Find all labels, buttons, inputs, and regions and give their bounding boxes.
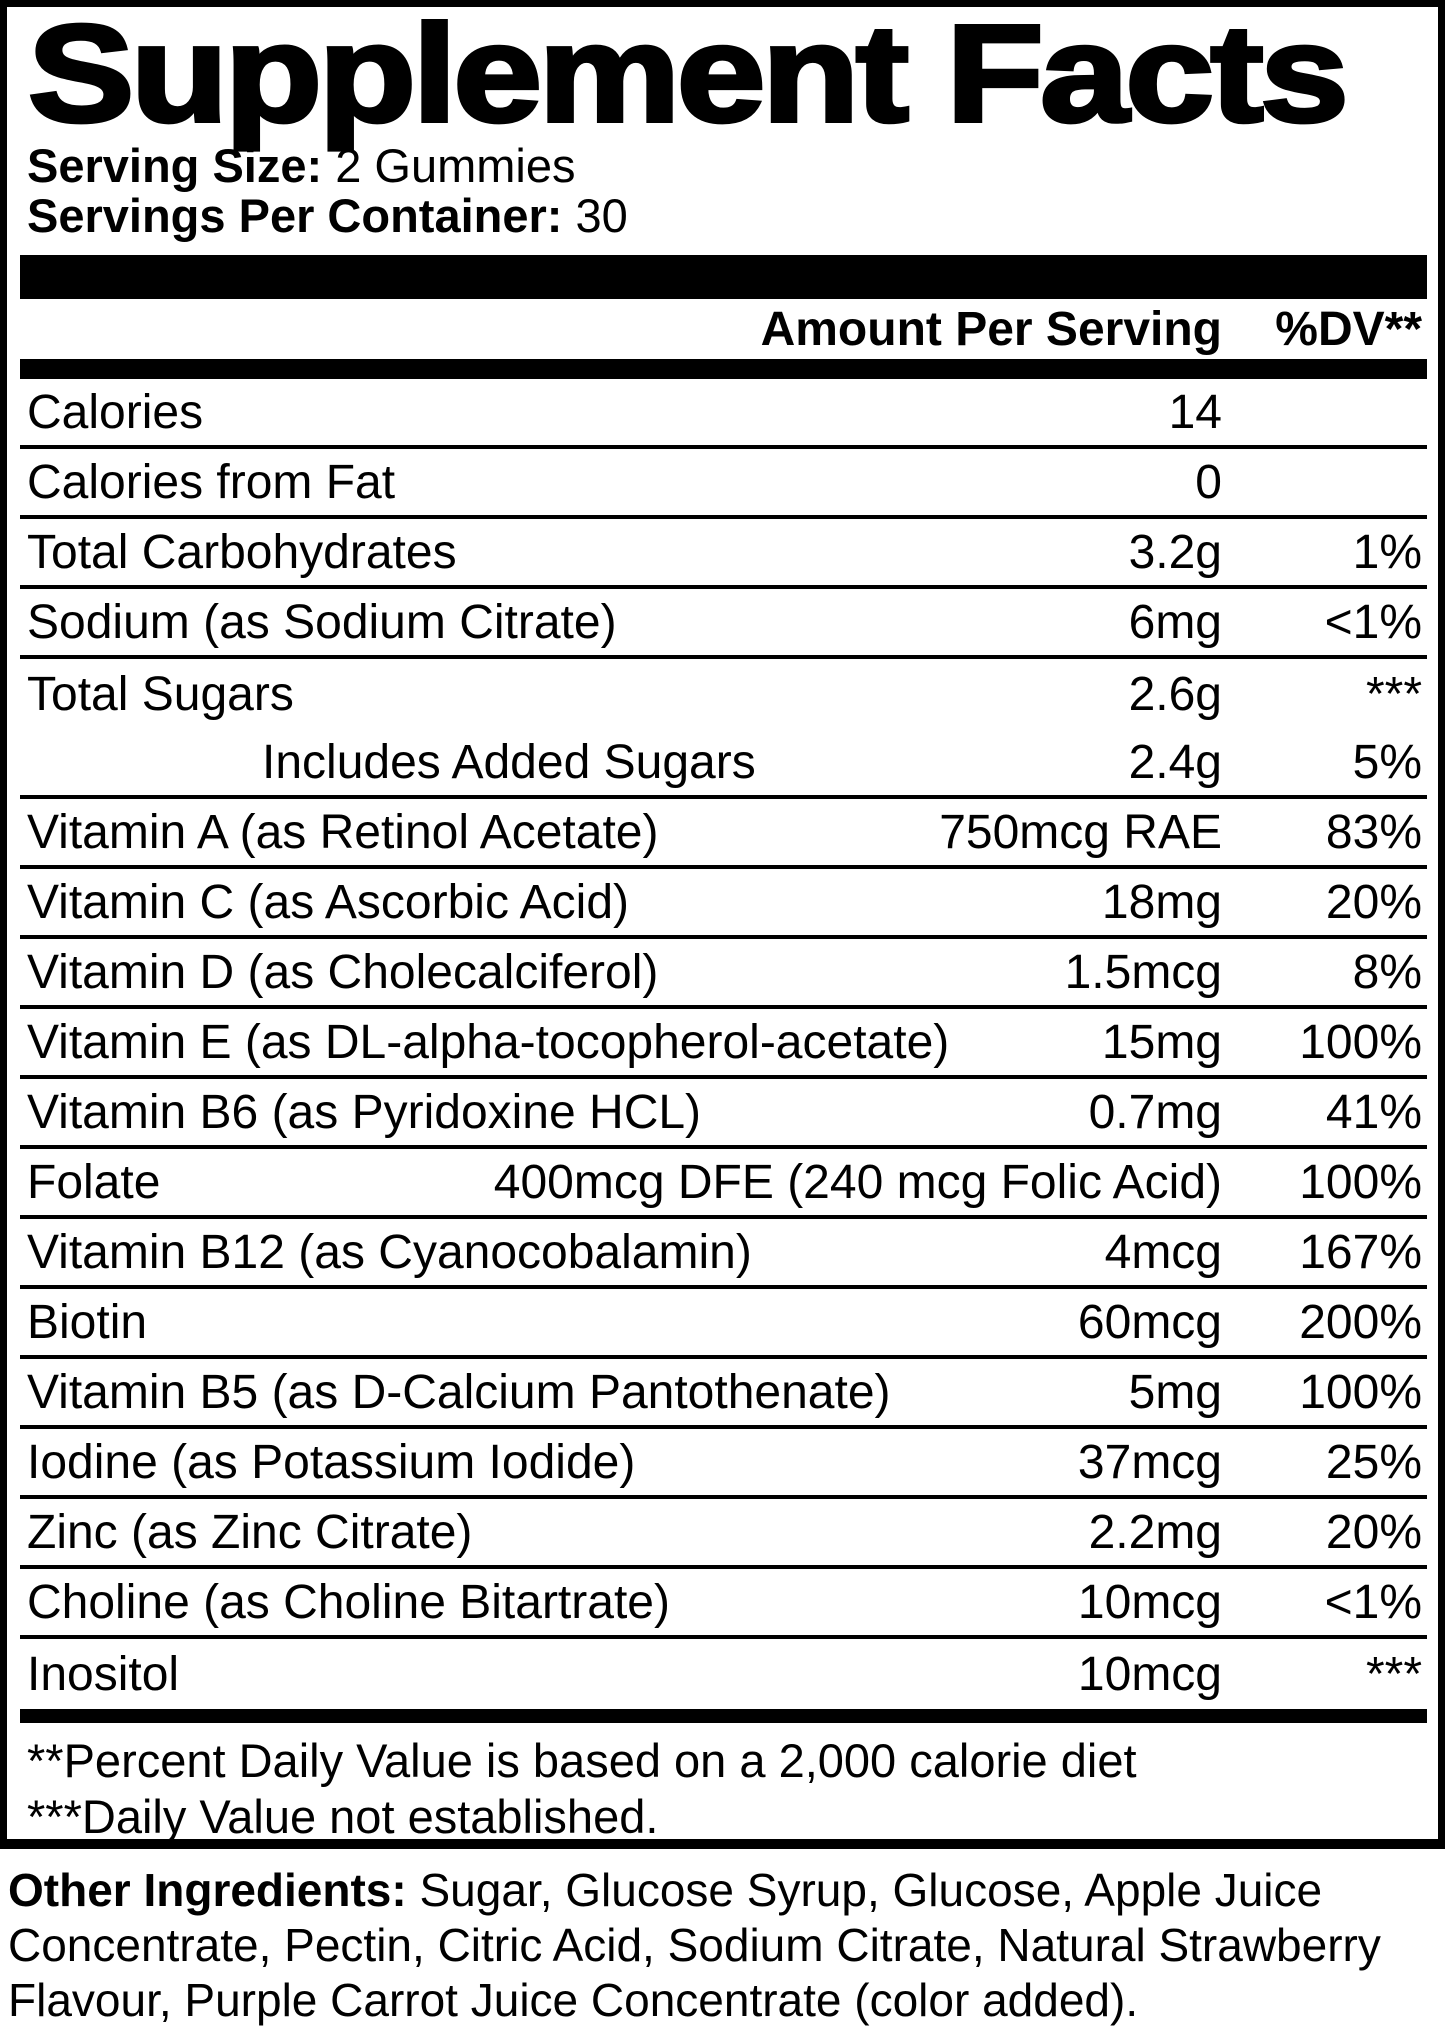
nutrient-row: Vitamin D (as Cholecalciferol) 1.5mcg 8% [20,939,1427,1009]
nutrient-name: Vitamin C (as Ascorbic Acid) [27,875,629,929]
nutrient-amount: 10mcg [1077,1575,1222,1629]
nutrient-name: Iodine (as Potassium Iodide) [27,1435,636,1489]
servings-per-container-line: Servings Per Container: 30 [20,191,1427,241]
nutrient-row: Inositol 10mcg *** [20,1639,1427,1709]
nutrient-amount: 15mg [1101,1015,1222,1069]
nutrient-dv: 83% [1325,805,1422,859]
nutrient-name: Vitamin B6 (as Pyridoxine HCL) [27,1085,702,1139]
nutrient-row: Vitamin B12 (as Cyanocobalamin) 4mcg 167% [20,1219,1427,1289]
nutrient-amount: 5mg [1128,1365,1222,1419]
nutrient-row: Total Sugars 2.6g *** [20,659,1427,729]
nutrient-rows: Calories 14 Calories from Fat 0 Total Carboh… [20,379,1427,1709]
nutrient-name: Total Sugars [27,667,294,721]
nutrient-row: Sodium (as Sodium Citrate) 6mg <1% [20,589,1427,659]
nutrient-row: Vitamin A (as Retinol Acetate) 750mcg RAE… [20,799,1427,869]
nutrient-amount: 1.5mcg [1064,945,1222,999]
other-ingredients-label: Other Ingredients: [8,1864,407,1916]
percent-dv-header: %DV** [1275,302,1422,356]
nutrient-dv: *** [1365,1647,1422,1701]
nutrient-amount: 6mg [1128,595,1222,649]
nutrient-row: Choline (as Choline Bitartrate) 10mcg <1% [20,1569,1427,1639]
nutrient-row: Total Carbohydrates 3.2g 1% [20,519,1427,589]
nutrient-dv: <1% [1324,1575,1422,1629]
nutrient-name: Sodium (as Sodium Citrate) [27,595,617,649]
nutrient-row: Folate 400mcg DFE (240 mcg Folic Acid) 100… [20,1149,1427,1219]
nutrient-amount: 37mcg [1077,1435,1222,1489]
nutrient-dv: 41% [1325,1085,1422,1139]
nutrient-dv: 5% [1352,735,1422,789]
nutrient-amount: 0.7mg [1088,1085,1222,1139]
column-header-row: Amount Per Serving %DV** [20,299,1427,359]
top-divider-bar [20,255,1427,299]
nutrient-name: Biotin [27,1295,148,1349]
nutrient-amount: 3.2g [1128,525,1222,579]
nutrient-name: Vitamin B5 (as D-Calcium Pantothenate) [27,1365,891,1419]
footnote-percent-dv: **Percent Daily Value is based on a 2,00… [27,1734,1137,1787]
nutrient-row: Zinc (as Zinc Citrate) 2.2mg 20% [20,1499,1427,1569]
nutrient-name: Vitamin D (as Cholecalciferol) [27,945,659,999]
nutrient-amount: 18mg [1101,875,1222,929]
amount-per-serving-header: Amount Per Serving [760,302,1222,356]
nutrient-name: Includes Added Sugars [262,735,756,789]
nutrient-amount: 400mcg DFE (240 mcg Folic Acid) [493,1155,1222,1209]
serving-size-value: 2 Gummies [322,139,576,192]
footnotes: **Percent Daily Value is based on a 2,00… [20,1723,1427,1843]
nutrient-row: Includes Added Sugars 2.4g 5% [20,729,1427,799]
nutrient-amount: 2.2mg [1088,1505,1222,1559]
nutrient-dv: 100% [1299,1365,1422,1419]
nutrient-name: Vitamin B12 (as Cyanocobalamin) [27,1225,752,1279]
nutrient-name: Total Carbohydrates [27,525,457,579]
nutrient-name: Folate [27,1155,161,1209]
nutrient-name: Inositol [27,1647,180,1701]
nutrient-amount: 60mcg [1077,1295,1222,1349]
nutrient-name: Vitamin E (as DL-alpha-tocopherol-acetat… [27,1015,950,1069]
nutrient-dv: 167% [1299,1225,1422,1279]
nutrient-row: Vitamin E (as DL-alpha-tocopherol-acetat… [20,1009,1427,1079]
serving-size-line: Serving Size: 2 Gummies [20,141,1427,191]
nutrient-dv: 8% [1352,945,1422,999]
nutrient-name: Zinc (as Zinc Citrate) [27,1505,473,1559]
nutrient-name: Calories from Fat [27,455,396,509]
supplement-facts-panel: Supplement Facts Serving Size: 2 Gummies… [0,0,1445,1849]
nutrient-dv: *** [1365,667,1422,721]
footnote-not-established: ***Daily Value not established. [27,1790,659,1843]
nutrient-dv: 100% [1299,1015,1422,1069]
nutrient-dv: 25% [1325,1435,1422,1489]
nutrient-row: Calories from Fat 0 [20,449,1427,519]
nutrient-amount: 10mcg [1077,1647,1222,1701]
nutrient-dv: 1% [1352,525,1422,579]
nutrient-amount: 2.4g [1128,735,1222,789]
nutrient-row: Vitamin B5 (as D-Calcium Pantothenate) 5m… [20,1359,1427,1429]
nutrient-amount: 2.6g [1128,667,1222,721]
nutrient-name: Vitamin A (as Retinol Acetate) [27,805,659,859]
header-divider-bar [20,359,1427,379]
nutrient-row: Vitamin B6 (as Pyridoxine HCL) 0.7mg 41% [20,1079,1427,1149]
nutrient-row: Biotin 60mcg 200% [20,1289,1427,1359]
nutrient-dv: <1% [1324,595,1422,649]
nutrient-amount: 14 [1168,385,1222,439]
nutrient-amount: 0 [1195,455,1222,509]
servings-per-container-value: 30 [562,189,628,242]
nutrient-name: Calories [27,385,204,439]
nutrient-row: Iodine (as Potassium Iodide) 37mcg 25% [20,1429,1427,1499]
other-ingredients-text: Sugar, Glucose Syrup, Glucose, Apple Jui… [8,1864,1381,2026]
nutrient-dv: 20% [1325,1505,1422,1559]
serving-size-label: Serving Size: [27,139,323,192]
bottom-divider-bar [20,1709,1427,1723]
nutrient-dv: 200% [1299,1295,1422,1349]
nutrient-row: Calories 14 [20,379,1427,449]
other-ingredients: Other Ingredients: Sugar, Glucose Syrup,… [8,1863,1438,2027]
nutrient-row: Vitamin C (as Ascorbic Acid) 18mg 20% [20,869,1427,939]
panel-title: Supplement Facts [26,0,1351,151]
nutrient-dv: 20% [1325,875,1422,929]
nutrient-amount: 4mcg [1104,1225,1222,1279]
nutrient-name: Choline (as Choline Bitartrate) [27,1575,670,1629]
nutrient-dv: 100% [1299,1155,1422,1209]
servings-per-container-label: Servings Per Container: [27,189,563,242]
nutrient-amount: 750mcg RAE [939,805,1222,859]
